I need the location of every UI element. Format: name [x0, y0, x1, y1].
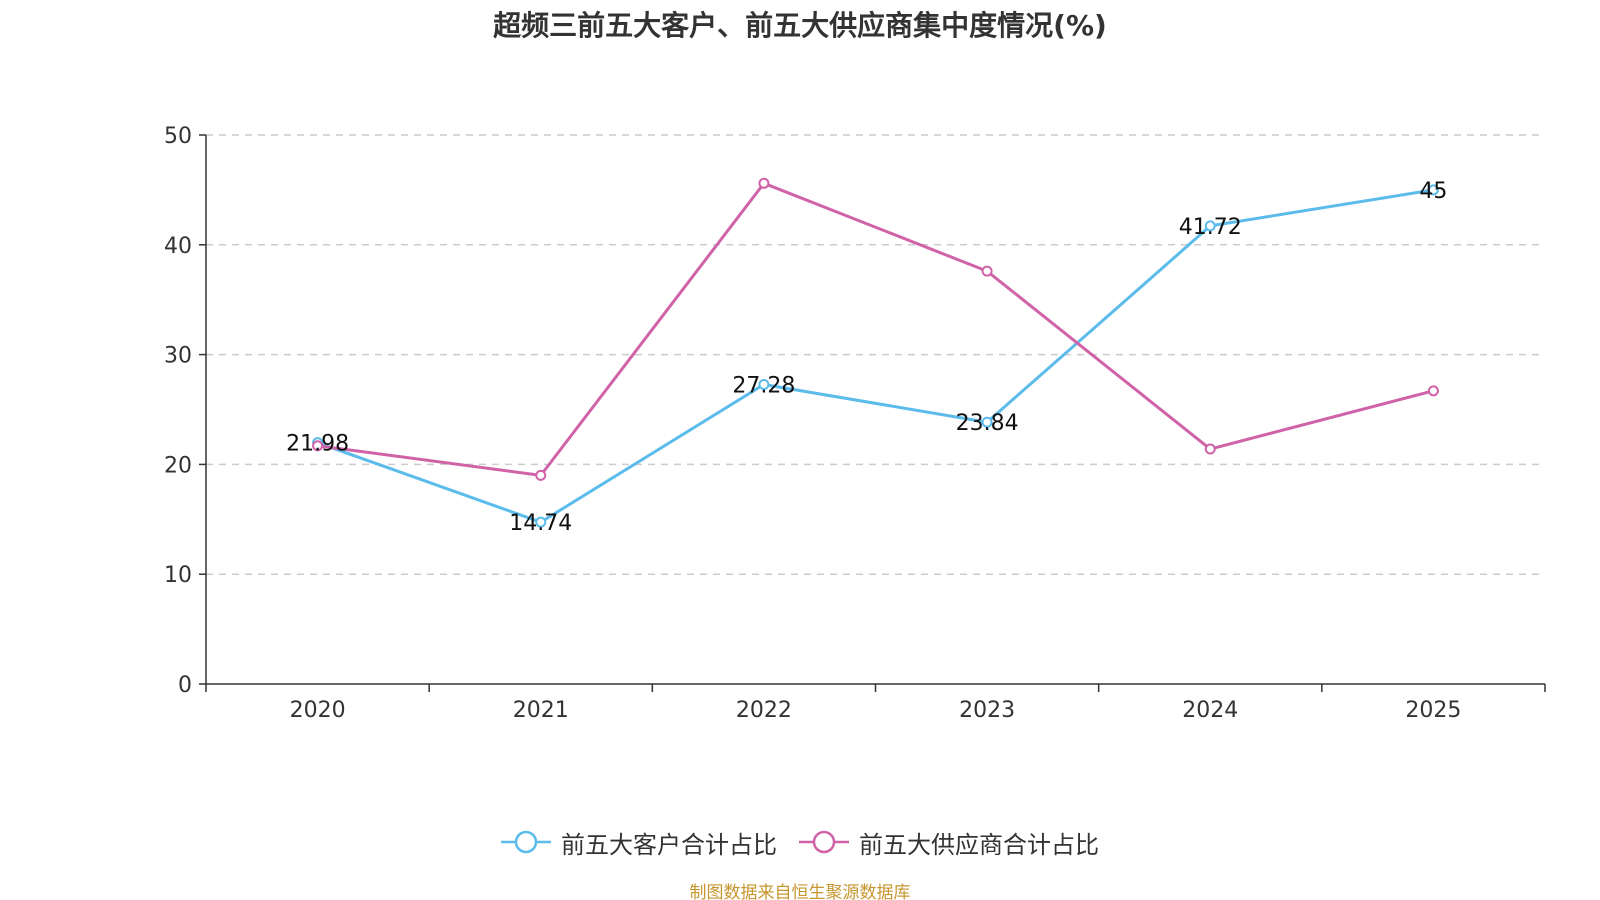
- legend-label-customers: 前五大客户合计占比: [561, 830, 777, 859]
- data-point-0-3[interactable]: [981, 416, 993, 428]
- data-labels: 21.98 14.74 27.28 23.84 41.72 45: [286, 179, 1447, 536]
- data-label-0-1: 14.74: [509, 511, 572, 536]
- legend-label-suppliers: 前五大供应商合计占比: [859, 830, 1099, 859]
- y-tick-label: 0: [178, 673, 192, 698]
- data-label-0-5: 45: [1419, 179, 1447, 204]
- data-point-0-2[interactable]: [758, 378, 770, 390]
- series-lines: [312, 177, 1439, 528]
- data-point-0-5[interactable]: [1427, 184, 1439, 196]
- x-tick-label: 2020: [290, 698, 346, 723]
- data-label-0-0: 21.98: [286, 432, 349, 457]
- source-note: 制图数据来自恒生聚源数据库: [689, 883, 911, 900]
- data-label-0-3: 23.84: [956, 411, 1019, 436]
- axes: 0 10 20 30 40 50 2020 2021 2022 2023 2024 2025: [164, 124, 1546, 723]
- y-tick-label: 50: [164, 124, 192, 149]
- x-tick-label: 2023: [959, 698, 1015, 723]
- x-tick-label: 2025: [1405, 698, 1461, 723]
- y-tick-label: 40: [164, 234, 192, 259]
- legend-item-customers[interactable]: 前五大客户合计占比: [501, 825, 777, 860]
- y-tick-label: 10: [164, 563, 192, 588]
- legend-swatch-suppliers: [799, 830, 849, 854]
- data-point-1-1[interactable]: [535, 469, 547, 481]
- data-label-0-4: 41.72: [1179, 215, 1242, 240]
- data-point-1-0[interactable]: [312, 440, 324, 452]
- data-point-0-4[interactable]: [1204, 220, 1216, 232]
- grid-lines: [206, 134, 1545, 575]
- legend-item-suppliers[interactable]: 前五大供应商合计占比: [799, 825, 1099, 860]
- data-label-0-2: 27.28: [732, 373, 795, 398]
- legend: 前五大客户合计占比 前五大供应商合计占比: [0, 822, 1600, 862]
- data-point-1-4[interactable]: [1204, 443, 1216, 455]
- legend-swatch-customers: [501, 830, 551, 854]
- chart-title: 超频三前五大客户、前五大供应商集中度情况(%): [493, 9, 1107, 42]
- data-point-1-5[interactable]: [1427, 385, 1439, 397]
- x-tick-label: 2021: [513, 698, 569, 723]
- data-point-1-3[interactable]: [981, 265, 993, 277]
- data-point-1-2[interactable]: [758, 177, 770, 189]
- data-point-0-1[interactable]: [535, 516, 547, 528]
- y-tick-label: 30: [164, 344, 192, 369]
- series-line-1: [317, 181, 1434, 477]
- series-line-0: [317, 188, 1434, 524]
- y-tick-label: 20: [164, 453, 192, 478]
- x-tick-label: 2022: [736, 698, 792, 723]
- x-tick-label: 2024: [1182, 698, 1238, 723]
